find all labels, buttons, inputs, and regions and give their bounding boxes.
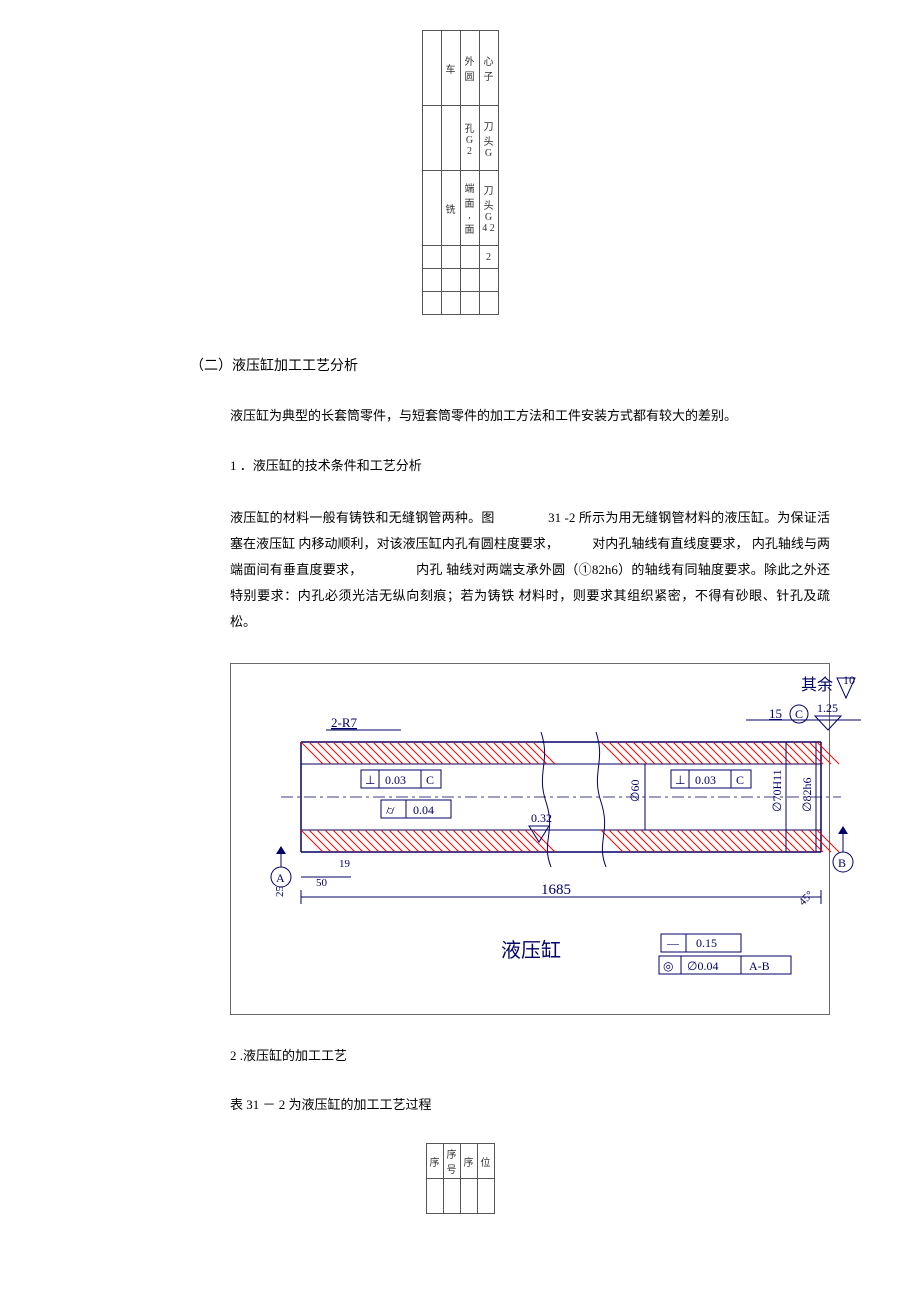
table-cell: 端面 , 面 [460,171,479,246]
svg-text:A-B: A-B [749,959,770,973]
table-cell [422,292,441,315]
p1-title: 1 ．液压缸的技术条件和工艺分析 [230,455,830,477]
table-cell [479,292,498,315]
table-cell [441,106,460,171]
intro-paragraph: 液压缸为典型的长套筒零件，与短套筒零件的加工方法和工件安装方式都有较大的差别。 [230,405,830,427]
table-cell: 外圆 [460,31,479,106]
table-cell [422,106,441,171]
svg-text:0.32: 0.32 [531,811,552,825]
table-cell: 序 [460,1144,477,1179]
svg-text:C: C [736,773,744,787]
table-cell [422,246,441,269]
svg-text:∅60: ∅60 [628,780,642,802]
svg-text:1.25: 1.25 [817,701,838,715]
table-cell [441,292,460,315]
table-cell: 位 [477,1144,494,1179]
svg-text:0.03: 0.03 [695,773,716,787]
p1-d: 对内孔轴线有直线度要求， [592,536,748,551]
p1-body: 液压缸的材料一般有铸铁和无缝钢管两种。图 31 -2 所示为用无缝钢管材料的液压… [230,505,830,635]
svg-text:10: 10 [843,673,855,687]
svg-text:◎: ◎ [663,959,673,973]
p1-c: 内移动顺利，对该液压缸内孔有圆柱度要求， [298,536,559,551]
p2-body: 表 31 － 2 为液压缸的加工工艺过程 [230,1094,870,1113]
table-cell [441,269,460,292]
table-cell: 孔 G 2 [460,106,479,171]
svg-text:0.03: 0.03 [385,773,406,787]
table-cell [460,246,479,269]
svg-text:2-R7: 2-R7 [331,715,358,730]
bottom-partial-table: 序序号序位 [426,1143,495,1214]
figure-31-2: 其余102-R7⊥0.03C⌭0.04⊥0.03C0.3215C1.25∅60∅… [230,663,830,1015]
section-2-title: （二）液压缸加工工艺分析 [190,355,870,375]
svg-text:0.04: 0.04 [413,803,434,817]
svg-text:液压缸: 液压缸 [501,939,561,962]
svg-text:19: 19 [339,858,351,870]
svg-text:15: 15 [769,706,782,721]
p1-f: 内孔 [416,562,443,577]
table-cell: 刀头 G 4 2 [479,171,498,246]
table-cell [422,171,441,246]
table-cell: 铣 [441,171,460,246]
table-cell [460,292,479,315]
table-cell [441,246,460,269]
p1-a: 液压缸的材料一般有铸铁和无缝钢管两种。图 [230,510,495,525]
svg-text:∅0.04: ∅0.04 [687,959,718,973]
svg-text:B: B [838,856,846,870]
table-cell [460,269,479,292]
top-partial-table: 车外圆心子孔 G 2刀头 G 铣端面 , 面刀头 G 4 22 [422,30,499,315]
svg-text:—: — [666,936,680,950]
table-cell: 心子 [479,31,498,106]
svg-text:其余: 其余 [801,675,833,694]
table-cell: 2 [479,246,498,269]
svg-text:A: A [276,871,285,885]
svg-text:⊥: ⊥ [365,773,375,787]
svg-text:50: 50 [316,877,328,889]
table-cell: 车 [441,31,460,106]
table-cell [443,1179,460,1214]
table-cell [422,269,441,292]
svg-text:25: 25 [274,886,286,898]
table-cell: 序号 [443,1144,460,1179]
hydraulic-cylinder-drawing: 其余 10 2-R7 ⊥ 0.03 C ⌭ 0.04 ⊥ 0.03 C 0.32 15 C 1.25 ∅60 ∅… [241,672,881,992]
table-cell [479,269,498,292]
svg-text:0.15: 0.15 [696,936,717,950]
table-cell [477,1179,494,1214]
svg-text:⊥: ⊥ [675,773,685,787]
svg-text:⌭: ⌭ [386,803,395,817]
svg-text:45°: 45° [797,889,816,908]
table-cell [460,1179,477,1214]
table-cell: 刀头 G [479,106,498,171]
svg-text:∅70H11: ∅70H11 [770,770,784,813]
svg-text:1685: 1685 [541,882,571,898]
table-cell [426,1179,443,1214]
svg-text:C: C [426,773,434,787]
table-cell: 序 [426,1144,443,1179]
table-cell [422,31,441,106]
svg-text:C: C [795,707,803,721]
p2-title: 2 .液压缸的加工工艺 [230,1045,870,1064]
svg-text:∅82h6: ∅82h6 [800,778,814,812]
